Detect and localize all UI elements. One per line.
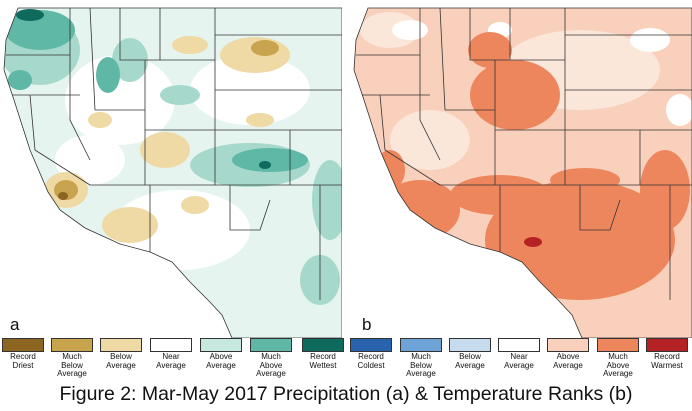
legend-near-average: Near Average <box>498 338 540 370</box>
legend-swatch <box>449 338 491 352</box>
legend-record-coldest: Record Coldest <box>350 338 392 370</box>
legend-record-driest: Record Driest <box>2 338 44 370</box>
legend-label: Above Average <box>553 352 583 370</box>
legend-label: Near Average <box>156 352 186 370</box>
precipitation-land <box>4 8 342 338</box>
legend-label: Record Warmest <box>651 352 683 370</box>
temperature-state-borders <box>353 7 692 338</box>
legend-record-warmest: Record Warmest <box>646 338 688 370</box>
precipitation-state-borders <box>3 7 342 338</box>
legend-much-above-average: Much Above Average <box>597 338 639 379</box>
legend-swatch <box>498 338 540 352</box>
legend-label: Below Average <box>106 352 136 370</box>
legend-swatch <box>646 338 688 352</box>
legend-label: Much Above Average <box>603 352 633 378</box>
legend-below-average: Below Average <box>449 338 491 370</box>
legend-swatch <box>400 338 442 352</box>
legend-much-below-average: Much Below Average <box>400 338 442 379</box>
legend-near-average: Near Average <box>150 338 192 370</box>
legend-above-average: Above Average <box>547 338 589 370</box>
legend-swatch <box>2 338 44 352</box>
legend-swatch <box>250 338 292 352</box>
legend-above-average: Above Average <box>200 338 242 370</box>
figure-caption: Figure 2: Mar-May 2017 Precipitation (a)… <box>59 383 633 405</box>
legend-record-wettest: Record Wettest <box>302 338 344 370</box>
temperature-land <box>354 8 692 338</box>
legend-much-above-average: Much Above Average <box>250 338 292 379</box>
legend-swatch <box>51 338 93 352</box>
legend-swatch <box>200 338 242 352</box>
legend-label: Record Wettest <box>309 352 337 370</box>
legend-label: Record Coldest <box>357 352 385 370</box>
legend-label: Above Average <box>206 352 236 370</box>
legend-label: Much Below Average <box>57 352 87 378</box>
legend-below-average: Below Average <box>100 338 142 370</box>
legend-label: Record Driest <box>10 352 36 370</box>
panel-label-a: a <box>10 315 20 334</box>
temperature-rank-map <box>350 0 692 338</box>
precipitation-rank-map <box>0 0 342 338</box>
legend-swatch <box>302 338 344 352</box>
legend-label: Below Average <box>455 352 485 370</box>
legend-label: Much Above Average <box>256 352 286 378</box>
legend-swatch <box>597 338 639 352</box>
legend-label: Much Below Average <box>406 352 436 378</box>
legend-swatch <box>150 338 192 352</box>
legend-label: Near Average <box>504 352 534 370</box>
legend-swatch <box>547 338 589 352</box>
legend-swatch <box>350 338 392 352</box>
legend-much-below-average: Much Below Average <box>51 338 93 379</box>
legend-swatch <box>100 338 142 352</box>
panel-label-b: b <box>362 315 372 334</box>
